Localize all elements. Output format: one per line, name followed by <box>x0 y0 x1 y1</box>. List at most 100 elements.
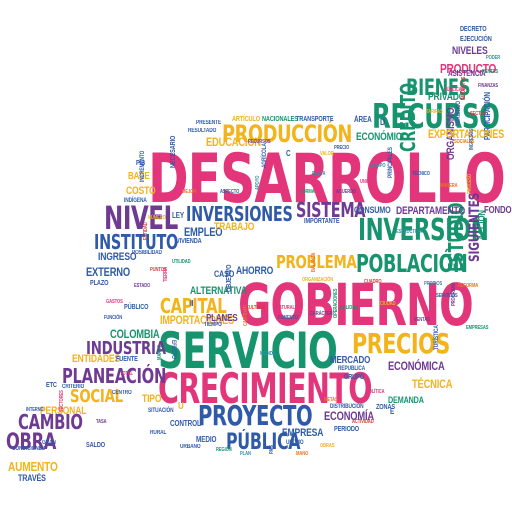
word-caracter: CARÁCTER <box>310 311 333 317</box>
word-fuente: FUENTE <box>116 356 138 363</box>
word-ventas: VENTAS <box>414 317 430 323</box>
word-valor: VALOR <box>320 151 334 157</box>
word-finanzas: FINANZAS <box>478 83 499 89</box>
word-u: U <box>178 401 184 412</box>
word-ii: II <box>190 299 194 308</box>
word-estado: ESTADO <box>134 283 151 289</box>
word-social: SOCIAL <box>70 386 123 407</box>
word-traves: TRAVÉS <box>18 473 46 483</box>
word-instituto: INSTITUTO <box>94 230 178 254</box>
word-empresas: EMPRESAS <box>466 325 489 331</box>
word-propios: PROPIOS <box>424 281 443 287</box>
word-efecto: EFECTO <box>170 340 176 359</box>
word-educacion: EDUCACIÓN <box>206 135 262 149</box>
word-presente: PRESENTE <box>196 120 222 126</box>
word-economico: ECONÓMICO <box>356 131 409 143</box>
word-capital: CAPITAL <box>160 294 227 318</box>
word-naturaleza: NATURALEZA <box>276 305 303 311</box>
word-sectores: SECTORES <box>59 390 65 412</box>
word-pais: PAÍS <box>269 445 275 454</box>
word-mejor: MEJOR <box>182 189 197 195</box>
word-sociales: SOCIALES <box>454 139 475 145</box>
word-trabajo: TRABAJO <box>214 221 255 233</box>
word-region: REGIÓN <box>216 447 232 453</box>
word-problema: PROBLEMA <box>276 252 357 273</box>
word-empleo: EMPLEO <box>184 225 223 239</box>
word-ultimo: ÚLTIMO <box>286 440 304 446</box>
word-cultura: CULTURA <box>246 305 265 311</box>
word-d: D <box>380 117 386 127</box>
word-distribucion: DISTRIBUCIÓN <box>330 404 364 410</box>
word-equipo: EQUIPO <box>370 163 386 169</box>
word-balanza: BALANZA <box>311 252 317 272</box>
word-inversion: INVERSIÓN <box>358 213 489 248</box>
word-medio: MEDIO <box>196 435 217 444</box>
word-entidades: ENTIDADES <box>72 353 121 365</box>
word-plan: PLAN <box>240 451 251 457</box>
word-asistencia: ASISTENCIA <box>448 69 486 78</box>
word-total: TOTAL <box>120 371 133 377</box>
word-gran: GRAN <box>42 440 56 446</box>
word-organizacion: ORGANIZACIÓN <box>302 277 334 283</box>
word-republica: REPÚBLICA <box>338 366 366 372</box>
word-marco: MARCO <box>157 344 163 360</box>
word-cambio: CAMBIO <box>18 410 83 434</box>
word-calidad: CALIDAD <box>340 305 358 311</box>
word-posibilidad: POSIBILIDAD <box>132 250 162 256</box>
word-ciudad: CIUDAD <box>380 301 396 307</box>
word-nacionales: NACIONALES <box>262 116 298 123</box>
word-gastos: GASTOS <box>106 299 123 305</box>
word-ejecucion: EJECUCIÓN <box>460 36 492 43</box>
word-bienes: BIENES <box>406 76 471 101</box>
word-planes: PLANES <box>206 313 238 324</box>
word-tiempo: TIEMPO <box>204 322 222 328</box>
word-centro: CENTRO <box>112 390 132 396</box>
word-ley: LEY <box>172 211 185 220</box>
word-planeacion: PLANEACIÓN <box>62 364 167 388</box>
word-tarifas: TARIFAS <box>426 109 443 115</box>
word-nivel: NIVEL <box>104 199 178 237</box>
word-publicas: PÚBLICAS <box>444 87 465 93</box>
word-reforma: REFORMA <box>458 283 479 289</box>
word-inversiones: INVERSIONES <box>186 202 293 226</box>
word-incremento: INCREMENTO <box>140 150 146 182</box>
word-servicios: SERVICIOS <box>436 293 458 299</box>
word-acuerdo: ACUERDO <box>336 189 357 195</box>
word-proyecto: PROYECTO <box>198 399 313 432</box>
word-rural: RURAL <box>150 430 167 436</box>
word-producto: PRODUCTO <box>440 61 497 76</box>
word-servicio: SERVICIO <box>158 322 338 380</box>
word-cuadro: CUADRO <box>364 279 382 285</box>
word-fondo: FONDO <box>484 205 512 216</box>
word-control: CONTROL <box>170 419 201 428</box>
word-medida: MEDIDA <box>260 351 276 357</box>
word-tecnica: TÉCNICA <box>412 377 453 391</box>
word-publico: PÚBLICO <box>124 304 149 311</box>
word-aumento: AUMENTO <box>8 459 58 474</box>
word-obras: OBRAS <box>320 443 335 449</box>
word-personal: PERSONAL <box>40 405 87 417</box>
word-decreto: DECRETO <box>460 26 487 33</box>
word-etc: ETC <box>46 382 57 389</box>
word-renta: RENTA <box>312 171 326 177</box>
word-demanda: DEMANDA <box>388 395 424 405</box>
word-rentas: RENTAS <box>482 69 499 75</box>
word-ahorro: AHORRO <box>236 265 274 277</box>
word-economica: ECONÓMICA <box>388 359 445 373</box>
word-produccion: PRODUCCIÓN <box>222 120 353 148</box>
word-base: BASE <box>128 171 150 182</box>
word-recursos: RECURSOS <box>248 139 271 145</box>
word-exportaciones: EXPORTACIONES <box>428 127 505 141</box>
word-articulo: ARTÍCULO <box>232 116 261 123</box>
word-actividad: ACTIVIDAD <box>352 419 374 425</box>
word-plazo: PLAZO <box>90 280 109 287</box>
word-costo: COSTO <box>126 185 156 197</box>
word-politica: POLÍTICA <box>366 389 385 395</box>
word-aspecto: ASPECTO <box>220 189 240 195</box>
word-gobierno: GOBIERNO <box>238 271 474 339</box>
word-grupo: GRUPO <box>344 374 364 381</box>
word-e: E <box>390 407 395 416</box>
word-turistica: TURÍSTICA <box>434 325 440 350</box>
word-departamento: DEPARTAMENTO <box>396 205 465 217</box>
